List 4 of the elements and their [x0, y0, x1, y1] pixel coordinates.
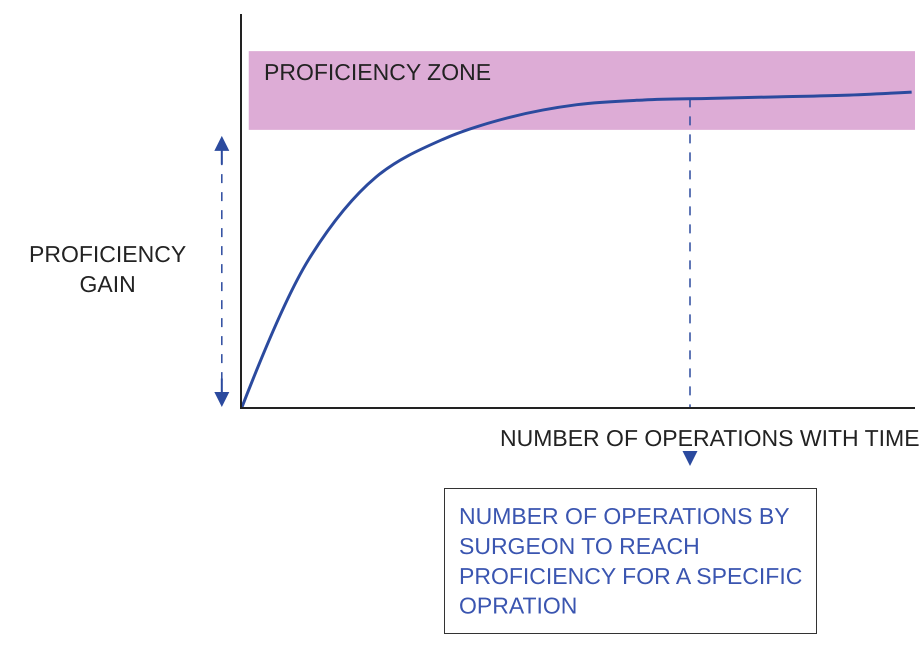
x-axis-title: NUMBER OF OPERATIONS WITH TIME	[500, 425, 920, 451]
text: NUMBER OF OPERATIONS BY SURGEON TO REACH PROFICIENCY FOR A SPECIFIC OPRATION	[459, 503, 802, 619]
y-axis-title: PROFICIENCY GAIN	[29, 241, 186, 297]
band-label: PROFICIENCY ZONE	[264, 59, 492, 85]
